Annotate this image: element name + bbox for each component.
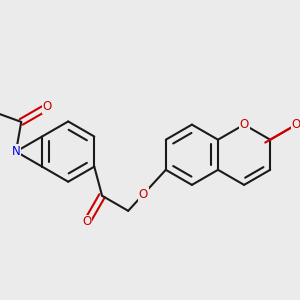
Text: O: O [43,100,52,113]
Text: N: N [12,145,20,158]
Text: O: O [139,188,148,201]
Text: O: O [82,215,91,228]
Text: O: O [292,118,300,131]
Text: O: O [239,118,249,131]
